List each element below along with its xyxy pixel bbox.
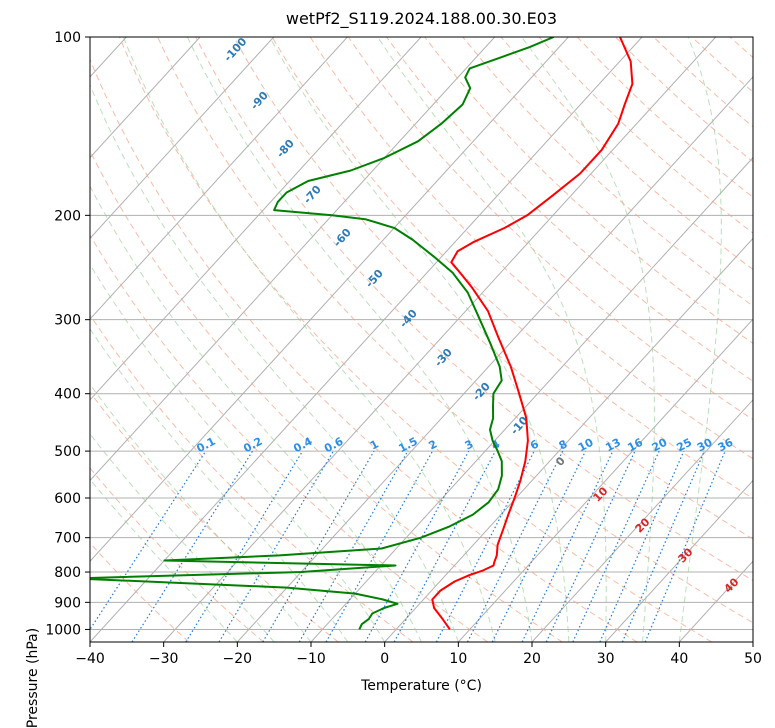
x-tick-label: 0 — [380, 651, 389, 667]
dry-adiabat-line — [463, 37, 775, 642]
dry-adiabat-line — [730, 37, 775, 642]
x-tick-label: 20 — [523, 651, 541, 667]
isotherm-gridline — [90, 37, 642, 642]
mixing-ratio-line — [132, 451, 253, 642]
mixing-ratio-line — [468, 451, 563, 642]
x-tick-label: 40 — [670, 651, 688, 667]
dry-adiabat-label: -100 — [221, 35, 249, 64]
mixing-ratio-label: 1 — [368, 437, 381, 452]
background-lines — [0, 37, 775, 642]
y-tick-label: 400 — [54, 387, 81, 403]
x-tick-label: 30 — [597, 651, 615, 667]
moist-adiabat-line — [0, 37, 237, 642]
dry-adiabat-line — [692, 37, 775, 642]
temperature-profile-line — [432, 37, 632, 629]
dry-adiabat-line — [654, 37, 775, 642]
dry-adiabat-line — [0, 37, 338, 642]
dry-adiabat-line — [425, 37, 775, 642]
mixing-ratio-label: 4 — [489, 437, 502, 452]
y-tick-label: 200 — [54, 208, 81, 224]
isotherm-gridline — [16, 37, 568, 642]
x-tick-label: −10 — [296, 651, 326, 667]
moist-adiabat-line — [0, 37, 348, 642]
mixing-ratio-label: 0.1 — [194, 435, 217, 456]
mixing-ratio-line — [365, 451, 468, 642]
profile-series — [74, 37, 632, 629]
x-tick-label: −20 — [223, 651, 253, 667]
dry-adiabat-label: -30 — [432, 346, 455, 370]
x-tick-label: 50 — [744, 651, 762, 667]
moist-adiabat-line — [270, 37, 569, 642]
x-tick-label: 10 — [449, 651, 467, 667]
mixing-ratio-label: 0.2 — [241, 435, 264, 456]
mixing-ratio-line — [394, 451, 495, 642]
mixing-ratio-line — [219, 451, 333, 642]
dry-adiabat-line — [539, 37, 775, 642]
dry-adiabat-line — [43, 37, 562, 642]
mixing-ratio-label: 0.6 — [322, 435, 346, 456]
mixing-ratio-label: 0.4 — [291, 435, 315, 456]
isotherm-gridline — [753, 37, 775, 642]
y-tick-label: 1000 — [45, 622, 81, 638]
dry-adiabat-line — [119, 37, 711, 642]
mixing-ratio-label: 3 — [463, 437, 476, 452]
isotherm-gridline — [0, 37, 53, 642]
mixing-ratio-line — [82, 451, 206, 642]
dry-adiabat-line — [0, 37, 189, 642]
x-tick-label: −40 — [75, 651, 105, 667]
dry-adiabat-label: -90 — [248, 89, 271, 113]
dry-adiabat-line — [616, 37, 775, 642]
dry-adiabat-label: -50 — [363, 267, 386, 291]
dry-adiabat-label: -40 — [397, 307, 420, 331]
moist-adiabat-label: 10 — [591, 484, 611, 504]
dry-adiabat-line — [0, 37, 264, 642]
mixing-ratio-label: 1.5 — [396, 435, 419, 456]
mixing-ratio-line — [522, 451, 613, 642]
mixing-ratio-line — [186, 451, 303, 642]
isotherm-gridline — [0, 37, 274, 642]
isotherm-gridline — [0, 37, 126, 642]
moist-adiabat-line — [187, 37, 532, 642]
moist-adiabat-label: 20 — [633, 515, 653, 535]
y-tick-label: 800 — [54, 565, 81, 581]
moist-adiabat-line — [0, 37, 274, 642]
mixing-ratio-line — [622, 451, 704, 642]
dry-adiabat-line — [577, 37, 775, 642]
mixing-ratio-line — [263, 451, 374, 642]
isotherm-gridline — [0, 37, 421, 642]
mixing-ratio-line — [600, 451, 684, 642]
y-tick-label: 900 — [54, 595, 81, 611]
moist-adiabat-line — [30, 37, 422, 642]
isotherm-gridline — [385, 37, 775, 642]
y-tick-label: 700 — [54, 531, 81, 547]
mixing-ratio-label: 8 — [557, 437, 570, 452]
mixing-ratio-line — [573, 451, 659, 642]
isotherm-gridline — [0, 37, 347, 642]
y-tick-label: 600 — [54, 491, 81, 507]
y-tick-label: 300 — [54, 313, 81, 329]
mixing-ratio-line — [492, 451, 585, 642]
x-tick-label: −30 — [149, 651, 179, 667]
y-tick-label: 500 — [54, 444, 81, 460]
y-tick-label: 100 — [54, 30, 81, 46]
dry-adiabat-line — [387, 37, 775, 642]
dry-adiabat-label: -60 — [331, 226, 354, 250]
isotherm-gridline — [532, 37, 775, 642]
isotherm-gridline — [0, 37, 200, 642]
dry-adiabat-label: -80 — [274, 137, 297, 161]
dry-adiabat-label: -70 — [301, 183, 324, 207]
